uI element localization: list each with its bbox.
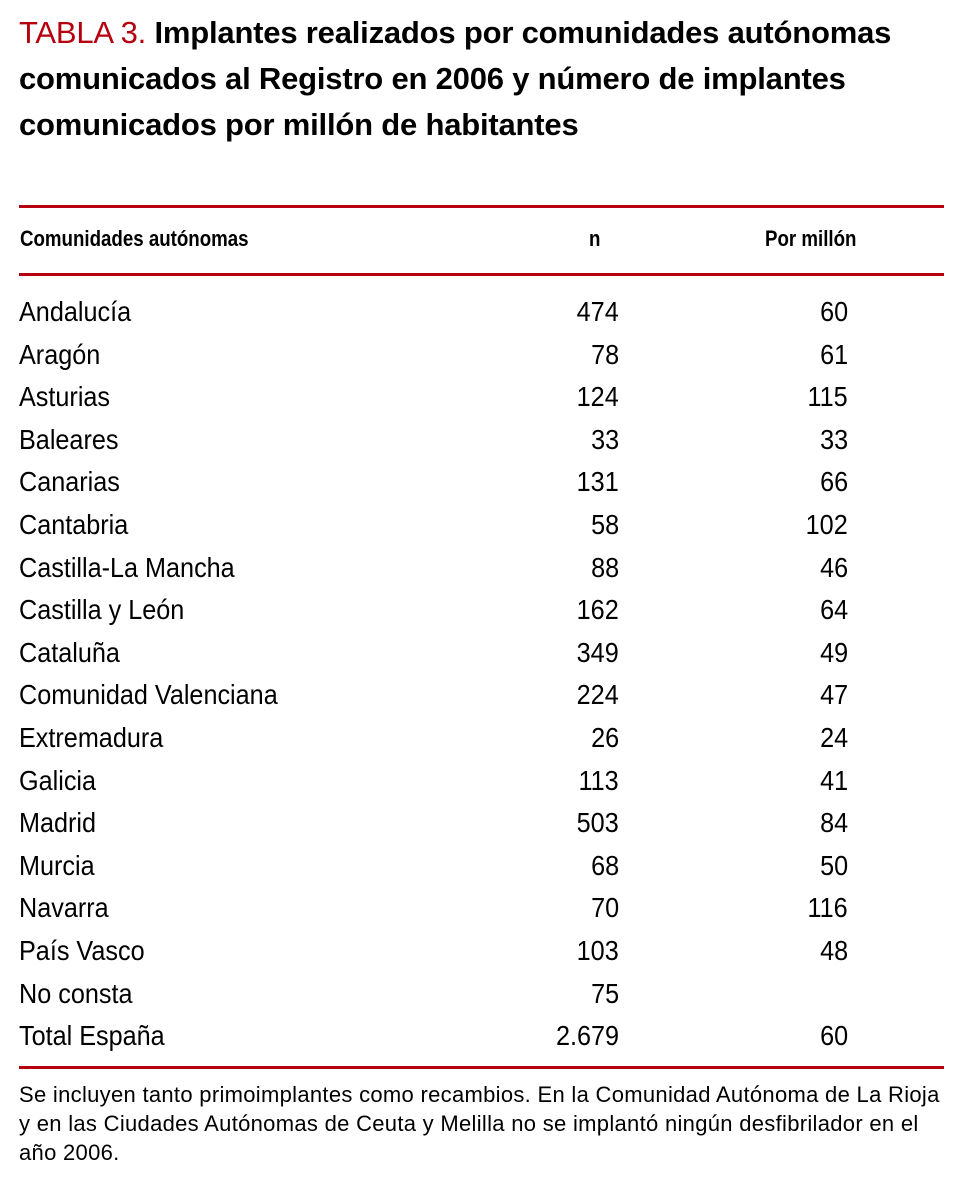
cell-per-million: 47 — [819, 679, 848, 711]
cell-region: Comunidad Valenciana — [19, 679, 278, 711]
cell-n: 58 — [590, 508, 619, 540]
cell-n: 474 — [576, 296, 619, 327]
cell-region: No consta — [19, 977, 133, 1009]
table-row: Andalucía 474 60 — [19, 292, 944, 335]
cell-n: 503 — [576, 807, 619, 839]
table-row: Asturias 124 115 — [19, 377, 944, 420]
cell-region: Baleares — [19, 423, 119, 455]
cell-per-million: 84 — [819, 807, 848, 839]
cell-region: Castilla-La Mancha — [19, 551, 235, 583]
cell-region: País Vasco — [19, 934, 145, 966]
table-row: Baleares 33 33 — [19, 420, 944, 463]
table-row: Comunidad Valenciana 224 47 — [19, 675, 944, 718]
table-row: Cataluña 349 49 — [19, 633, 944, 676]
cell-per-million: 115 — [807, 381, 848, 413]
header-n: n — [589, 226, 601, 251]
cell-region: Andalucía — [19, 296, 132, 327]
cell-n: 70 — [590, 892, 619, 924]
cell-region: Total España — [19, 1020, 165, 1052]
top-rule — [19, 205, 944, 208]
cell-per-million: 49 — [819, 636, 848, 668]
table-row: Madrid 503 84 — [19, 803, 944, 846]
cell-n: 2.679 — [555, 1020, 619, 1052]
cell-region: Galicia — [19, 764, 97, 796]
cell-region: Castilla y León — [19, 594, 185, 626]
table-row: No consta 75 — [19, 974, 944, 1017]
cell-per-million: 41 — [819, 764, 848, 796]
table-label: TABLA 3. — [19, 15, 147, 50]
cell-region: Asturias — [19, 381, 111, 413]
table-row: Galicia 113 41 — [19, 761, 944, 804]
cell-n: 75 — [590, 977, 619, 1009]
table-row: Murcia 68 50 — [19, 846, 944, 889]
table-row: Castilla y León 162 64 — [19, 590, 944, 633]
header-per-million: Por millón — [765, 226, 857, 251]
cell-n: 224 — [576, 679, 619, 711]
cell-per-million: 66 — [819, 466, 848, 498]
cell-per-million: 61 — [819, 338, 848, 370]
cell-region: Murcia — [19, 849, 95, 881]
cell-region: Madrid — [19, 807, 97, 839]
cell-n: 33 — [590, 423, 619, 455]
cell-n: 68 — [590, 849, 619, 881]
header-region: Comunidades autónomas — [20, 226, 249, 251]
header-rule — [19, 273, 944, 276]
table-row: País Vasco 103 48 — [19, 931, 944, 974]
table-row: Extremadura 26 24 — [19, 718, 944, 761]
cell-n: 78 — [590, 338, 619, 370]
cell-n: 26 — [590, 721, 619, 753]
cell-region: Canarias — [19, 466, 120, 498]
cell-per-million: 50 — [819, 849, 848, 881]
cell-region: Cataluña — [19, 636, 120, 668]
cell-n: 103 — [576, 934, 619, 966]
table-title: TABLA 3. Implantes realizados por comuni… — [19, 10, 939, 148]
table-body: Andalucía 474 60 Aragón 78 61 Asturias 124 115 Ba… — [19, 292, 944, 1059]
cell-per-million: 46 — [819, 551, 848, 583]
cell-n: 113 — [578, 764, 619, 796]
cell-region: Aragón — [19, 338, 101, 370]
cell-n: 88 — [590, 551, 619, 583]
cell-n: 131 — [576, 466, 619, 498]
table-row: Castilla-La Mancha 88 46 — [19, 548, 944, 591]
bottom-rule — [19, 1066, 944, 1069]
cell-region: Extremadura — [19, 721, 164, 753]
footnote: Se incluyen tanto primoimplantes como re… — [19, 1082, 940, 1165]
cell-per-million: 48 — [819, 934, 848, 966]
cell-region: Cantabria — [19, 508, 129, 540]
cell-per-million: 116 — [807, 892, 848, 924]
table-row: Aragón 78 61 — [19, 335, 944, 378]
cell-per-million: 24 — [819, 721, 848, 753]
cell-per-million: 60 — [819, 296, 848, 327]
table-row: Canarias 131 66 — [19, 462, 944, 505]
cell-n: 162 — [576, 594, 619, 626]
cell-per-million: 33 — [819, 423, 848, 455]
cell-per-million: 64 — [819, 594, 848, 626]
cell-per-million: 102 — [805, 508, 848, 540]
table-row: Navarra 70 116 — [19, 888, 944, 931]
table-row: Total España 2.679 60 — [19, 1016, 944, 1059]
cell-region: Navarra — [19, 892, 109, 924]
cell-n: 349 — [576, 636, 619, 668]
table-row: Cantabria 58 102 — [19, 505, 944, 548]
table-caption: Implantes realizados por comunidades aut… — [19, 15, 892, 142]
cell-per-million: 60 — [819, 1020, 848, 1052]
cell-n: 124 — [576, 381, 619, 413]
